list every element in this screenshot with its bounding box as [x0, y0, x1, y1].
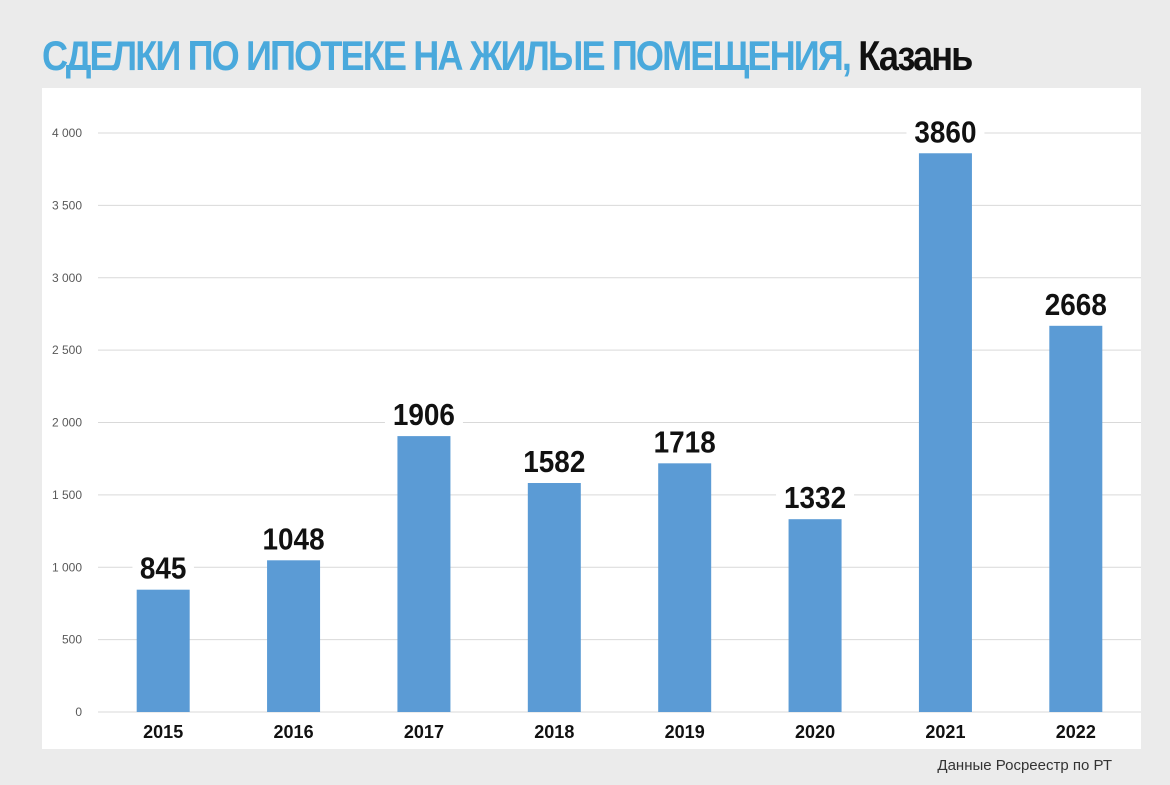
data-label-background: [132, 551, 194, 584]
data-label: 1332: [784, 481, 846, 516]
data-label: 1906: [393, 398, 455, 433]
data-label: 845: [140, 551, 187, 586]
data-label-background: [384, 398, 463, 431]
y-tick-label: 4 000: [52, 126, 82, 140]
data-label-background: [515, 445, 594, 478]
x-tick-label: 2020: [795, 722, 835, 742]
chart-panel: 0 500 1 000 1 500 2 000 2 500 3 000 3 500 4 000 …: [42, 88, 1141, 749]
gridlines: [98, 132, 1141, 713]
bar-2017: [397, 436, 451, 712]
data-label-background: [1036, 287, 1115, 320]
bar-2021: [918, 153, 972, 712]
y-axis-ticks: 0 500 1 000 1 500 2 000 2 500 3 000 3 500 4 000: [52, 126, 82, 719]
data-label-background: [906, 115, 985, 148]
bar-2015: [136, 589, 190, 712]
data-labels: 845 1048 1906 1582 1718 1332 3860 2668: [132, 115, 1115, 586]
y-tick-label: 3 500: [52, 198, 82, 212]
bar-2018: [527, 483, 581, 712]
x-tick-label: 2016: [274, 722, 314, 742]
data-label: 3860: [914, 115, 976, 150]
bars: [136, 153, 1103, 712]
x-tick-label: 2018: [534, 722, 574, 742]
data-label-background: [645, 425, 724, 458]
x-tick-label: 2022: [1056, 722, 1096, 742]
x-tick-label: 2019: [665, 722, 705, 742]
data-label-background: [776, 481, 855, 514]
x-axis-ticks: 2015 2016 2017 2018 2019 2020 2021 2022: [143, 722, 1096, 742]
y-tick-label: 500: [62, 633, 82, 647]
chart-title-city: Казань: [858, 32, 973, 79]
bar-2019: [658, 463, 712, 712]
chart-title-main: СДЕЛКИ ПО ИПОТЕКЕ НА ЖИЛЫЕ ПОМЕЩЕНИЯ,: [42, 32, 852, 79]
y-tick-label: 1 000: [52, 560, 82, 574]
y-tick-label: 2 000: [52, 416, 82, 430]
data-label: 2668: [1045, 287, 1107, 322]
bar-2020: [788, 519, 842, 712]
data-label: 1718: [654, 425, 716, 460]
x-tick-label: 2015: [143, 722, 183, 742]
bar-2022: [1049, 325, 1103, 712]
y-tick-label: 3 000: [52, 271, 82, 285]
y-tick-label: 0: [75, 705, 82, 719]
data-label-background: [254, 522, 333, 555]
data-label: 1582: [523, 445, 585, 480]
y-tick-label: 2 500: [52, 343, 82, 357]
x-tick-label: 2017: [404, 722, 444, 742]
y-tick-label: 1 500: [52, 488, 82, 502]
data-label: 1048: [263, 522, 325, 557]
bar-2016: [267, 560, 321, 712]
chart-title: СДЕЛКИ ПО ИПОТЕКЕ НА ЖИЛЫЕ ПОМЕЩЕНИЯ, Ка…: [42, 30, 973, 82]
source-note: Данные Росреестр по РТ: [937, 757, 1112, 774]
x-tick-label: 2021: [925, 722, 965, 742]
